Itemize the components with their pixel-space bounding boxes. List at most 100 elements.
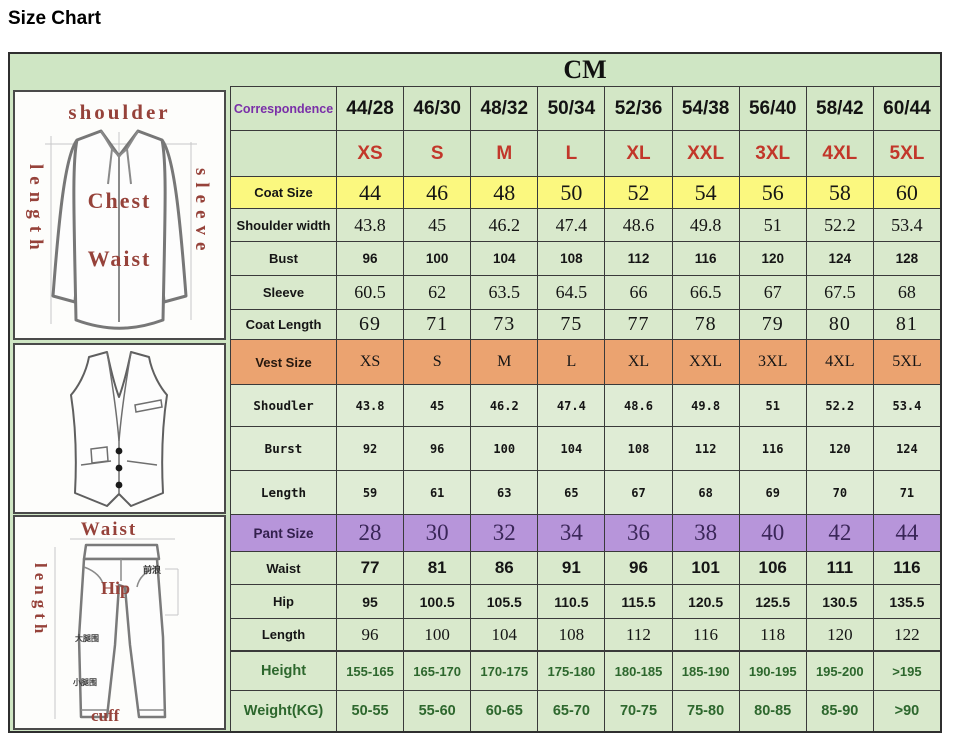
cell-coat-size-col2: 48 (470, 176, 538, 208)
cell-correspondence-col4: 52/36 (604, 86, 672, 130)
cell-waist-col5: 101 (671, 551, 739, 584)
row-label-vest-burst: Burst (230, 426, 336, 470)
cell-bust-col8: 128 (872, 241, 940, 275)
cell-coat-length-col6: 79 (738, 309, 806, 339)
row-label-correspondence: Correspondence (230, 86, 336, 130)
cell-vest-burst-col7: 120 (805, 426, 873, 470)
cell-correspondence-col0: 44/28 (336, 86, 404, 130)
cell-vest-burst-col4: 108 (604, 426, 672, 470)
pants-calf-label: 小腿围 (73, 678, 97, 687)
cell-height-col6: 190-195 (738, 650, 806, 690)
row-label-pant-length: Length (230, 618, 336, 650)
cell-weight-col3: 65-70 (537, 690, 605, 731)
cell-coat-length-col4: 77 (604, 309, 672, 339)
cell-height-col8: >195 (872, 650, 940, 690)
cell-correspondence-col3: 50/34 (537, 86, 605, 130)
cell-waist-col7: 111 (805, 551, 873, 584)
cell-weight-col5: 75-80 (671, 690, 739, 731)
vest-diagram (13, 343, 226, 514)
row-size: XS S M L XL XXL 3XL 4XL 5XL (230, 130, 940, 176)
cell-coat-length-col1: 71 (403, 309, 471, 339)
cell-shoulder-width-col6: 51 (738, 208, 806, 241)
cell-size-col1: S (403, 130, 471, 176)
row-pant-size: Pant Size 28 30 32 34 36 38 40 42 44 (230, 514, 940, 551)
cell-vest-shoulder-col7: 52.2 (805, 384, 873, 426)
cell-coat-size-col5: 54 (671, 176, 739, 208)
cell-vest-size-col0: XS (336, 339, 404, 384)
cell-vest-burst-col1: 96 (403, 426, 471, 470)
cell-hip-col8: 135.5 (872, 584, 940, 618)
cell-vest-burst-col8: 124 (872, 426, 940, 470)
cell-shoulder-width-col2: 46.2 (470, 208, 538, 241)
cell-bust-col4: 112 (604, 241, 672, 275)
cell-vest-shoulder-col5: 49.8 (671, 384, 739, 426)
cell-weight-col7: 85-90 (805, 690, 873, 731)
size-chart-table: shoulder length sleeve Chest Waist (8, 52, 942, 733)
cell-size-col8: 5XL (872, 130, 940, 176)
cell-vest-length-col4: 67 (604, 470, 672, 514)
cell-size-col2: M (470, 130, 538, 176)
cell-vest-size-col2: M (470, 339, 538, 384)
row-coat-size: Coat Size 44 46 48 50 52 54 56 58 60 (230, 176, 940, 208)
cell-bust-col1: 100 (403, 241, 471, 275)
cell-vest-shoulder-col1: 45 (403, 384, 471, 426)
vest-illustration-icon (70, 351, 168, 507)
diagram-column: shoulder length sleeve Chest Waist (10, 54, 230, 731)
cell-pant-length-col5: 116 (671, 618, 739, 650)
cell-pant-length-col6: 118 (738, 618, 806, 650)
cell-pant-size-col6: 40 (738, 514, 806, 551)
cell-bust-col3: 108 (537, 241, 605, 275)
cell-size-col4: XL (604, 130, 672, 176)
cell-bust-col2: 104 (470, 241, 538, 275)
cell-height-col3: 175-180 (537, 650, 605, 690)
cell-correspondence-col7: 58/42 (805, 86, 873, 130)
jacket-diagram: shoulder length sleeve Chest Waist (13, 90, 226, 340)
cell-coat-size-col1: 46 (403, 176, 471, 208)
row-vest-shoulder: Shoudler 43.8 45 46.2 47.4 48.6 49.8 51 52.2 53.4 (230, 384, 940, 426)
cell-hip-col1: 100.5 (403, 584, 471, 618)
row-weight: Weight(KG) 50-55 55-60 60-65 65-70 70-75 75-80… (230, 690, 940, 731)
row-label-height: Height (230, 650, 336, 690)
cell-correspondence-col5: 54/38 (671, 86, 739, 130)
cell-vest-burst-col2: 100 (470, 426, 538, 470)
cell-weight-col6: 80-85 (738, 690, 806, 731)
cell-bust-col5: 116 (671, 241, 739, 275)
cell-coat-size-col3: 50 (537, 176, 605, 208)
cell-pant-size-col4: 36 (604, 514, 672, 551)
row-label-vest-length: Length (230, 470, 336, 514)
cell-coat-size-col0: 44 (336, 176, 404, 208)
cell-hip-col3: 110.5 (537, 584, 605, 618)
cell-hip-col5: 120.5 (671, 584, 739, 618)
pants-illustration-icon (54, 538, 179, 719)
cell-vest-length-col7: 70 (805, 470, 873, 514)
cell-coat-size-col4: 52 (604, 176, 672, 208)
cell-correspondence-col8: 60/44 (872, 86, 940, 130)
cell-vest-shoulder-col8: 53.4 (872, 384, 940, 426)
cell-vest-size-col7: 4XL (805, 339, 873, 384)
cell-vest-shoulder-col4: 48.6 (604, 384, 672, 426)
cell-waist-col2: 86 (470, 551, 538, 584)
row-pant-length: Length 96 100 104 108 112 116 118 120 122 (230, 618, 940, 650)
cell-coat-length-col8: 81 (872, 309, 940, 339)
jacket-shoulder-label: shoulder (68, 100, 171, 124)
cell-height-col2: 170-175 (470, 650, 538, 690)
cell-pant-length-col3: 108 (537, 618, 605, 650)
jacket-waist-label: Waist (87, 246, 152, 271)
row-bust: Bust 96 100 104 108 112 116 120 124 128 (230, 241, 940, 275)
row-height: Height 155-165 165-170 170-175 175-180 180-18… (230, 650, 940, 690)
cell-coat-size-col8: 60 (872, 176, 940, 208)
cell-waist-col8: 116 (872, 551, 940, 584)
cell-weight-col8: >90 (872, 690, 940, 731)
cell-hip-col0: 95 (336, 584, 404, 618)
row-label-coat-size: Coat Size (230, 176, 336, 208)
cell-hip-col4: 115.5 (604, 584, 672, 618)
cell-coat-size-col7: 58 (805, 176, 873, 208)
cell-pant-size-col8: 44 (872, 514, 940, 551)
pants-diagram: Waist length Hip cuff 前浪 大腿围 小腿围 (13, 515, 226, 730)
cell-bust-col6: 120 (738, 241, 806, 275)
cell-height-col0: 155-165 (336, 650, 404, 690)
cell-height-col7: 195-200 (805, 650, 873, 690)
jacket-sleeve-label: sleeve (191, 168, 212, 258)
row-label-hip: Hip (230, 584, 336, 618)
row-label-weight: Weight(KG) (230, 690, 336, 731)
